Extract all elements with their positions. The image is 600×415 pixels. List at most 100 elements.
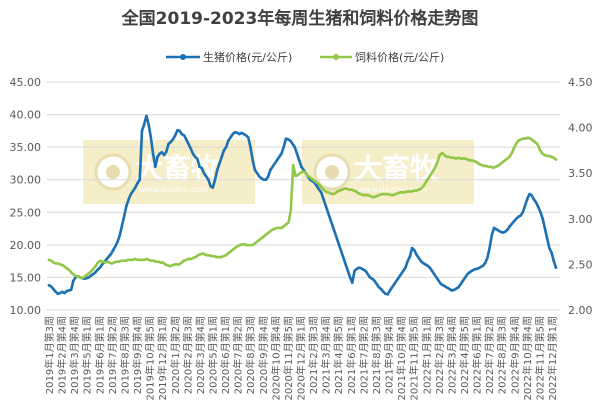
- data-point: [415, 253, 418, 256]
- y-left-tick-label: 30.00: [10, 174, 42, 187]
- legend-marker-feed-price: [333, 54, 339, 60]
- x-tick-label: 2021年9月第4周: [383, 316, 396, 394]
- data-point: [494, 227, 498, 231]
- data-point: [67, 289, 71, 292]
- data-point: [222, 149, 226, 152]
- data-point: [447, 155, 451, 159]
- data-point: [50, 259, 53, 263]
- data-point: [477, 267, 480, 270]
- data-point: [242, 132, 246, 136]
- data-point: [218, 162, 221, 165]
- data-point: [145, 114, 148, 118]
- data-point: [443, 153, 446, 157]
- y-right-tick-label: 2.00: [568, 304, 593, 317]
- data-point: [315, 184, 319, 188]
- data-point: [510, 151, 514, 155]
- data-point: [84, 274, 88, 277]
- data-point: [133, 257, 137, 261]
- data-point: [501, 160, 504, 164]
- data-point: [110, 262, 114, 265]
- data-point: [452, 156, 455, 159]
- y-right-tick-label: 4.50: [568, 76, 593, 89]
- data-point: [176, 128, 179, 132]
- data-point: [550, 155, 553, 159]
- data-point: [492, 226, 496, 230]
- data-point: [333, 230, 336, 234]
- data-point: [373, 279, 376, 282]
- data-point: [235, 131, 239, 135]
- data-point: [63, 265, 67, 269]
- data-point: [196, 253, 200, 257]
- data-point: [337, 243, 341, 247]
- data-point: [322, 197, 325, 201]
- data-point: [231, 132, 235, 136]
- data-point: [517, 139, 521, 142]
- x-tick-label: 2019年9月第4周: [131, 316, 144, 394]
- data-point: [158, 152, 161, 155]
- data-point: [115, 260, 118, 263]
- data-point: [47, 283, 51, 287]
- data-point: [75, 274, 79, 278]
- data-point: [415, 189, 418, 192]
- data-point: [201, 252, 204, 255]
- data-point: [229, 136, 232, 139]
- data-point: [545, 237, 549, 240]
- data-point: [138, 258, 141, 262]
- data-point: [136, 181, 139, 185]
- data-point: [100, 263, 104, 266]
- data-point: [519, 214, 522, 217]
- data-point: [173, 263, 176, 266]
- data-point: [238, 243, 242, 247]
- data-point: [289, 139, 292, 142]
- data-point: [340, 188, 344, 191]
- data-point: [108, 261, 111, 264]
- data-point: [512, 146, 516, 149]
- data-point: [54, 262, 58, 265]
- data-point: [319, 185, 323, 189]
- data-point: [357, 191, 360, 195]
- data-point: [296, 173, 300, 177]
- data-point: [96, 268, 100, 271]
- x-tick-label: 2022年2月第3周: [433, 316, 446, 394]
- data-point: [277, 226, 281, 230]
- data-point: [482, 164, 486, 168]
- data-point: [470, 269, 474, 273]
- data-point: [134, 186, 137, 189]
- data-point: [289, 208, 293, 211]
- data-point: [52, 261, 55, 264]
- data-point: [89, 270, 93, 274]
- data-point: [287, 221, 290, 224]
- data-point: [362, 268, 365, 271]
- data-point: [477, 162, 481, 166]
- data-point: [515, 141, 518, 145]
- data-point: [390, 285, 394, 289]
- data-point: [129, 258, 132, 262]
- data-point: [457, 156, 460, 159]
- data-point: [523, 204, 527, 208]
- data-point: [519, 138, 523, 141]
- data-point: [166, 264, 169, 267]
- x-tick-label: 2019年3月第4周: [68, 316, 81, 394]
- data-point: [116, 240, 119, 243]
- data-point: [280, 226, 283, 230]
- x-tick-label: 2021年7月第2周: [357, 316, 370, 394]
- x-tick-label: 2022年1月第1周: [420, 316, 433, 394]
- data-point: [391, 193, 395, 197]
- data-point: [399, 272, 403, 276]
- data-point: [345, 187, 348, 190]
- data-point: [227, 139, 230, 142]
- data-point: [87, 276, 91, 279]
- data-point: [145, 257, 148, 261]
- data-point: [528, 192, 531, 196]
- data-point: [343, 187, 346, 190]
- data-point: [389, 193, 393, 197]
- data-point: [72, 279, 75, 282]
- data-point: [438, 153, 442, 157]
- x-tick-label: 2020年8月第3周: [244, 316, 257, 394]
- data-point: [317, 188, 321, 191]
- data-point: [219, 255, 223, 259]
- data-point: [233, 246, 237, 250]
- data-point: [351, 281, 354, 284]
- y-left-tick-label: 35.00: [10, 141, 42, 154]
- data-point: [258, 175, 261, 178]
